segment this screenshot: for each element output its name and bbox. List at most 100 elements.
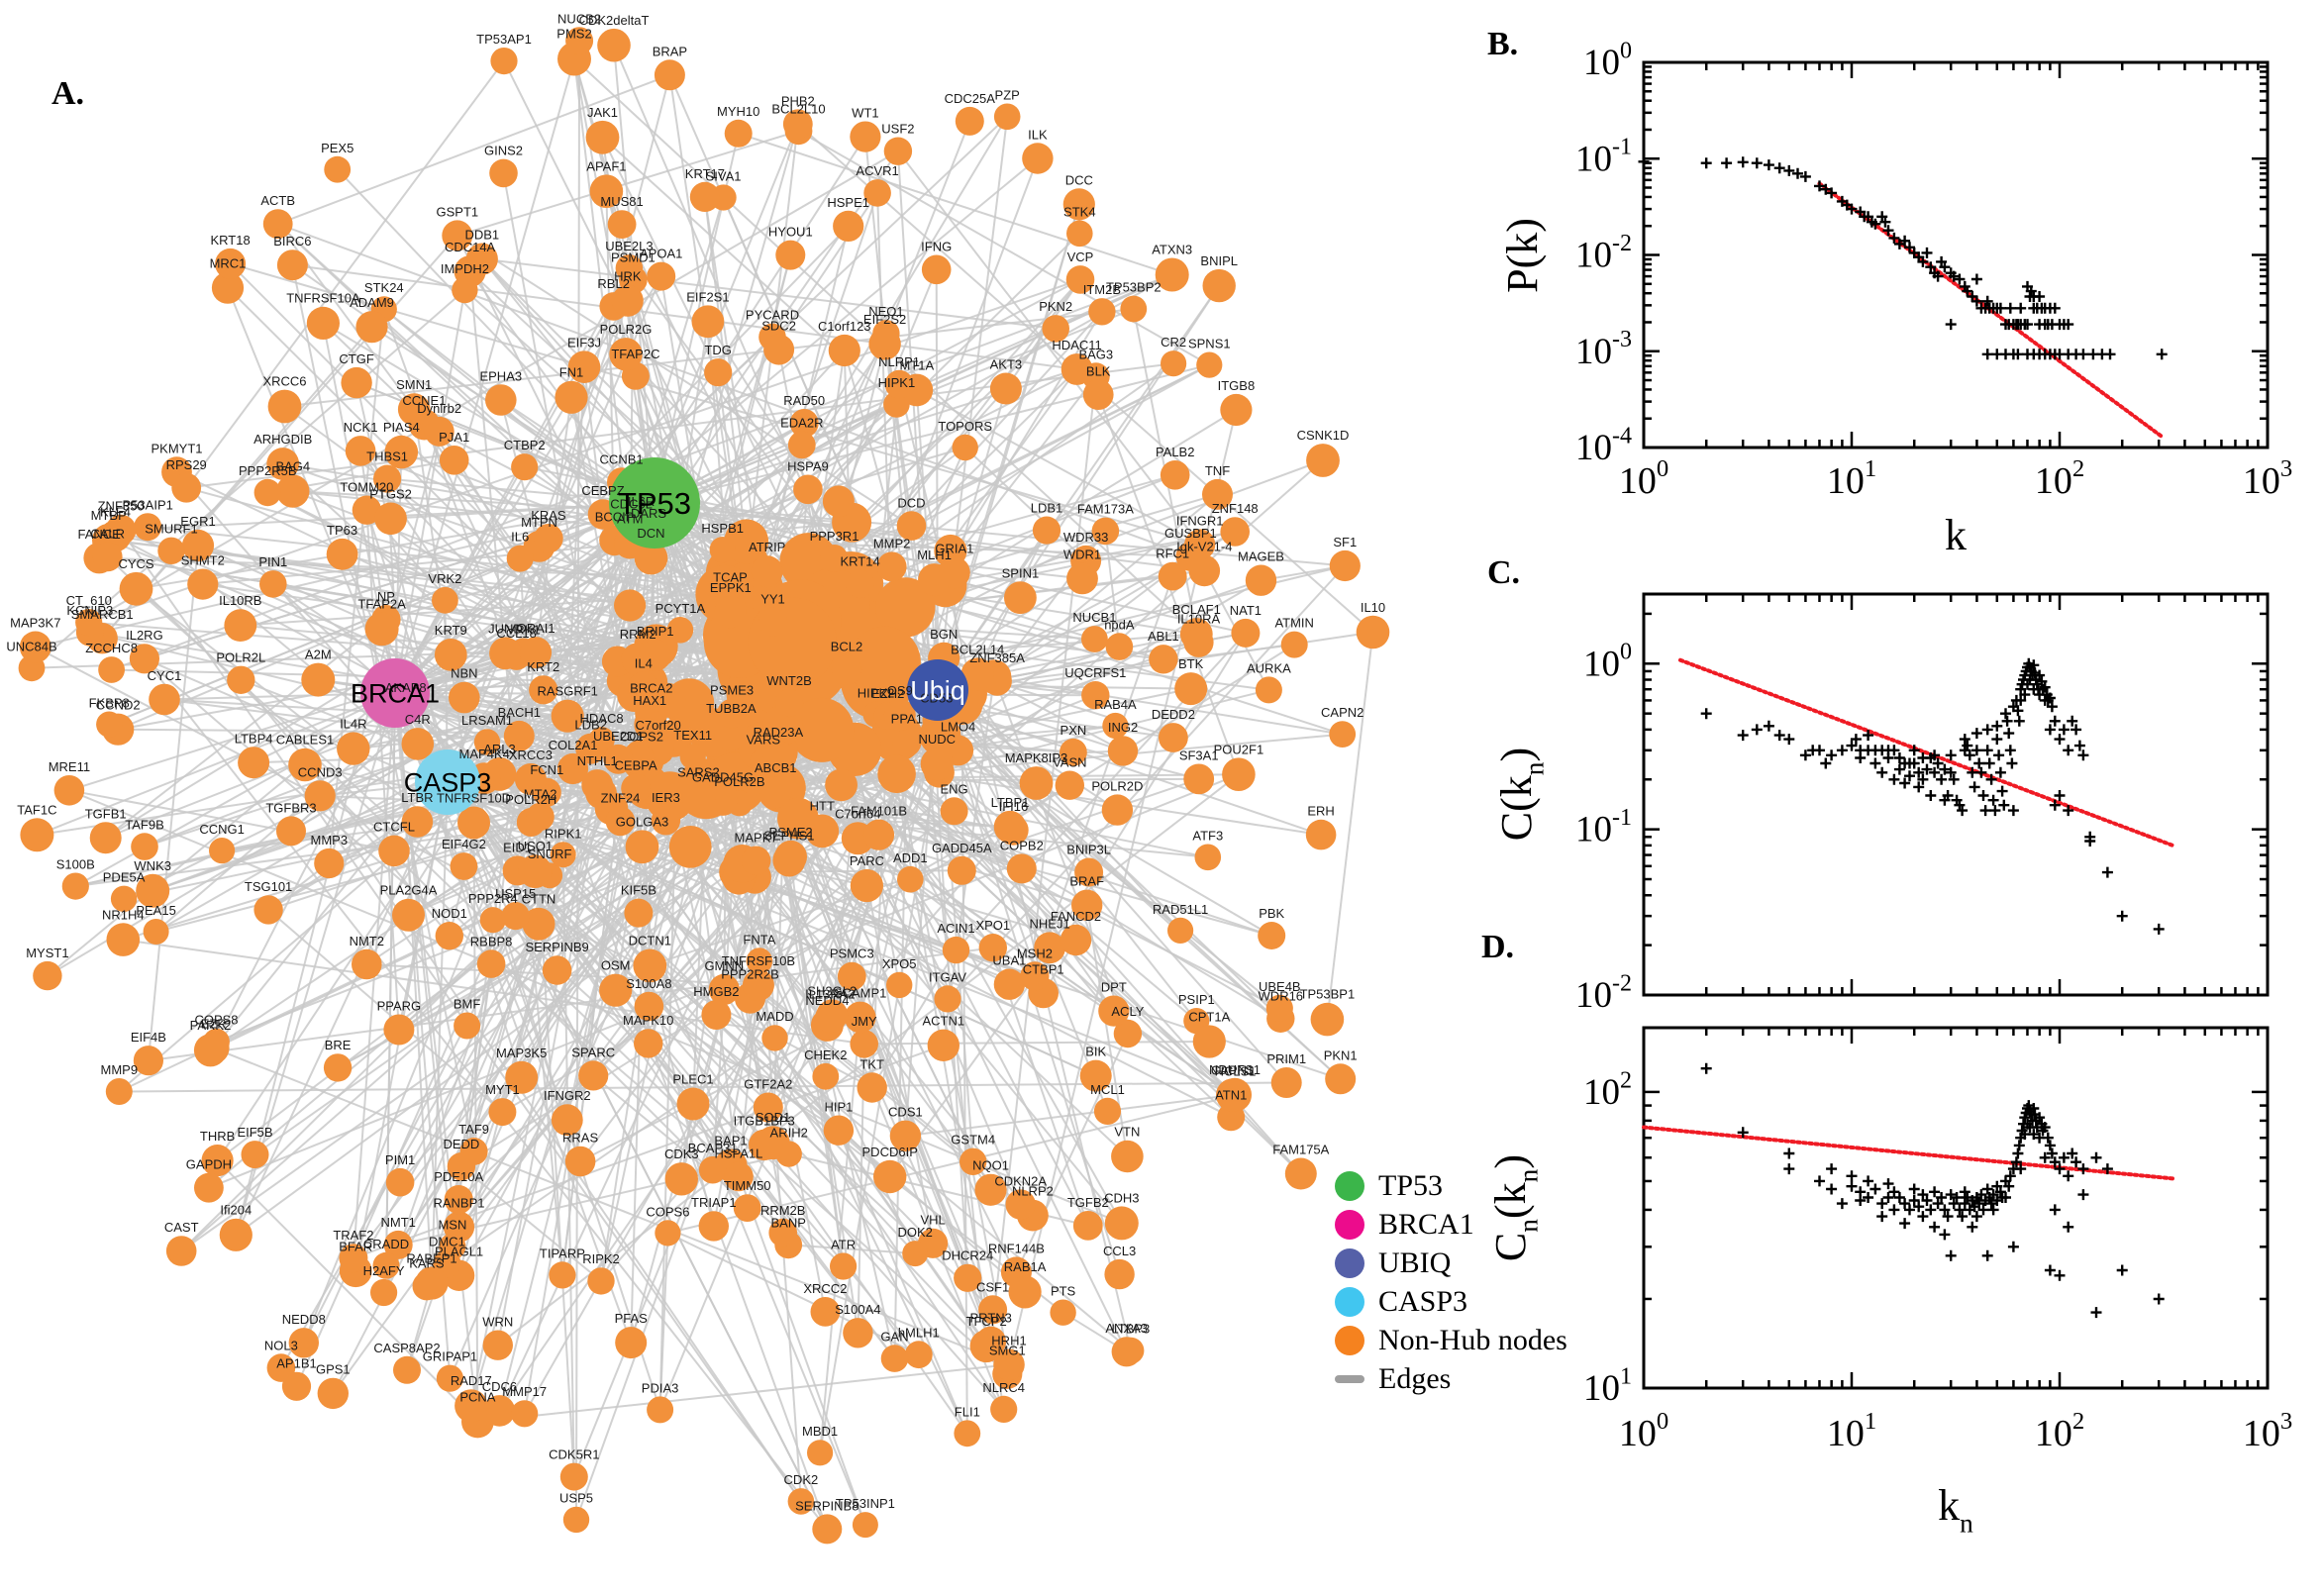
node-label: UBE2D1 (593, 729, 644, 744)
node-label: TP63 (327, 523, 357, 538)
node-label: VARS (747, 733, 781, 748)
node-label: WDR1 (1063, 548, 1101, 562)
network-node (701, 1000, 732, 1030)
node-label: PSME3 (710, 683, 754, 698)
network-node (954, 1263, 982, 1292)
plus-marker (1899, 1218, 1911, 1230)
plus-marker (2004, 745, 2016, 756)
plus-marker (2101, 866, 2113, 878)
node-label: HDAC8 (580, 711, 624, 726)
plus-marker (1783, 734, 1795, 746)
network-node (542, 955, 572, 985)
network-node (634, 991, 664, 1022)
node-label: XRCC6 (262, 374, 306, 389)
panel-c-letter: C. (1487, 554, 1521, 591)
node-label: GPS1 (316, 1362, 351, 1377)
network-node (567, 350, 601, 384)
network-node (978, 1295, 1008, 1325)
network-edge (277, 73, 670, 226)
network-edge (37, 692, 396, 837)
plot-frame (1642, 592, 2270, 997)
network-edge (394, 40, 581, 694)
plus-marker (1869, 218, 1881, 230)
network-node (1245, 564, 1277, 596)
network-node (364, 612, 399, 647)
node-label: SHMT2 (181, 553, 225, 568)
network-edge (447, 781, 1097, 1077)
plus-marker (1948, 270, 1960, 282)
network-node (372, 1251, 400, 1279)
network-node (880, 1345, 909, 1372)
plus-marker (1994, 1186, 2006, 1198)
network-edge (447, 781, 891, 1178)
plus-marker (1969, 781, 1980, 793)
network-node (479, 907, 506, 934)
node-label: SPIN1 (1002, 565, 1040, 580)
node-label: MAGEB (1238, 549, 1284, 563)
node-label: SDC2 (761, 319, 796, 334)
network-node (119, 571, 153, 606)
plus-marker (1814, 745, 1825, 756)
network-edge (394, 116, 1008, 694)
network-node (599, 973, 633, 1007)
node-label: CCNG1 (199, 822, 245, 837)
network-node (1356, 615, 1390, 649)
network-node (774, 840, 807, 873)
node-label: PSMC3 (830, 947, 874, 961)
node-label: RABEP1 (406, 1251, 456, 1266)
plus-marker (1836, 1198, 1848, 1210)
network-node-labels: VRK1 TCAP PRIM1 NHEJ1 Ifi204 TP53INP1 P53AIP1 T… (6, 11, 1385, 1513)
node-label: DCTN1 (629, 934, 671, 948)
node-label: FLI1 (955, 1404, 980, 1419)
node-label: PLEC1 (672, 1072, 713, 1087)
network-node (775, 240, 806, 270)
node-label: NTHL1 (577, 753, 618, 768)
network-node (825, 768, 858, 802)
plus-marker (1820, 183, 1832, 195)
node-label: AKAP8 (385, 680, 427, 695)
node-label: UBE2L3 (605, 239, 653, 253)
node-label: Igk-V21-4 (1176, 540, 1232, 554)
network-edge (1326, 632, 1374, 1020)
network-node (883, 137, 913, 165)
plus-marker (2015, 302, 2027, 314)
plus-marker (1737, 1127, 1749, 1139)
plus-marker (1998, 799, 2010, 811)
plus-marker (1985, 1198, 1997, 1210)
network-node (831, 654, 862, 685)
node-label: POLR2H (505, 792, 556, 807)
network-edge (1104, 531, 1121, 648)
plus-marker (1917, 1211, 1929, 1223)
network-edge (213, 1047, 1010, 1366)
node-label: MCL1 (1090, 1082, 1125, 1097)
node-label: CDC5L (610, 497, 653, 512)
node-label: CPT1A (1188, 1010, 1230, 1025)
hub-node-brca1 (360, 658, 430, 728)
node-label: SERPINB8 (795, 1498, 858, 1513)
node-label: LTBR (401, 790, 433, 805)
node-label: DHCR24 (942, 1248, 993, 1263)
network-node (603, 744, 634, 774)
network-node (374, 502, 407, 536)
node-label: UBE4B (1259, 979, 1301, 994)
node-label: XPO5 (882, 956, 917, 971)
plus-marker (1882, 225, 1894, 237)
network-node (940, 797, 968, 826)
plus-marker (2090, 1307, 2102, 1319)
node-label: SPNS1 (1188, 337, 1231, 351)
network-node (876, 551, 907, 582)
node-label: CTGF (339, 351, 373, 366)
plus-marker (1893, 1192, 1905, 1203)
node-label: MT1A (899, 358, 934, 373)
network-node (1104, 1258, 1135, 1290)
network-node (942, 936, 970, 964)
node-label: WNT2B (766, 673, 812, 688)
node-label: CTBP1 (1023, 962, 1064, 977)
node-label: ORAI1 (517, 621, 556, 636)
network-node (352, 948, 382, 980)
node-label: CCL3 (1103, 1244, 1136, 1258)
network-node (506, 545, 534, 572)
network-node (1167, 917, 1194, 945)
network-edge (105, 618, 387, 839)
